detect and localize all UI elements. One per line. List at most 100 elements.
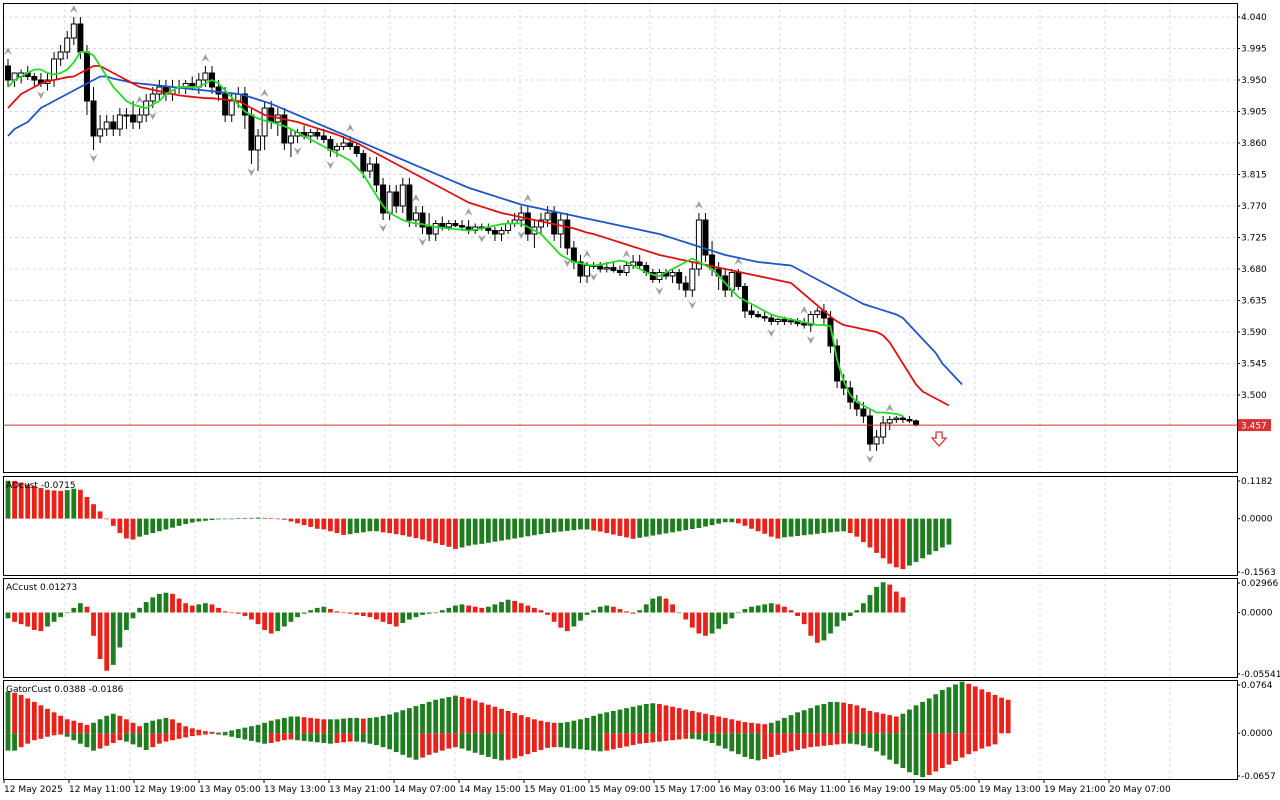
candle bbox=[669, 272, 676, 277]
gator-upper-bar bbox=[413, 706, 419, 734]
ao-bar bbox=[735, 518, 741, 524]
gator-lower-bar bbox=[406, 733, 412, 758]
ac-bar bbox=[64, 612, 70, 614]
gator-upper-bar bbox=[406, 708, 412, 734]
fractal-up-icon bbox=[411, 194, 420, 202]
ao-tick-label: 0.1182 bbox=[1241, 477, 1273, 487]
gator-lower-bar bbox=[84, 733, 90, 748]
ao-bar bbox=[808, 518, 814, 535]
candles[interactable] bbox=[5, 17, 920, 451]
ao-bar bbox=[834, 518, 840, 532]
ao-bar bbox=[374, 518, 379, 532]
ao-bar bbox=[703, 518, 708, 527]
ao-bar bbox=[5, 480, 11, 519]
candle bbox=[353, 146, 360, 154]
ac-bar bbox=[716, 612, 722, 629]
gator-lower-bar bbox=[472, 733, 478, 753]
gator-lower-bar bbox=[400, 733, 406, 755]
ac-bar bbox=[492, 604, 498, 613]
gator-lower-bar bbox=[551, 733, 557, 748]
ac-bar bbox=[433, 612, 439, 614]
gator-panel[interactable] bbox=[5, 681, 1011, 778]
ao-bar bbox=[130, 518, 136, 540]
ao-bar bbox=[887, 518, 893, 564]
ao-bar bbox=[946, 518, 952, 545]
ac-bar bbox=[275, 612, 281, 632]
gator-upper-bar bbox=[97, 719, 103, 734]
gator-upper-bar bbox=[104, 715, 110, 734]
ao-bar bbox=[301, 518, 307, 526]
ac-bar bbox=[578, 612, 583, 621]
gator-lower-bar bbox=[518, 733, 524, 757]
gator-lower-bar bbox=[64, 733, 70, 737]
ao-bar bbox=[716, 518, 722, 524]
ao-bar bbox=[77, 489, 83, 519]
price-tag-label: 3.457 bbox=[1241, 422, 1267, 432]
fractal-down-icon bbox=[688, 301, 697, 309]
candle bbox=[268, 107, 275, 123]
gator-upper-bar bbox=[341, 718, 346, 734]
fractal-down-icon bbox=[36, 91, 45, 99]
ao-tick-label: 0.0000 bbox=[1241, 515, 1273, 525]
gator-upper-bar bbox=[347, 717, 353, 734]
ac-bar bbox=[551, 612, 557, 622]
ao-bar bbox=[545, 518, 550, 534]
sell-arrow-icon bbox=[930, 431, 948, 447]
gator-upper-bar bbox=[551, 722, 557, 734]
ac-bar bbox=[512, 600, 518, 613]
gator-lower-bar bbox=[45, 733, 50, 737]
ac-bar bbox=[604, 605, 610, 613]
candle bbox=[807, 314, 814, 326]
ao-bar bbox=[538, 518, 544, 535]
price-tick-label: 3.815 bbox=[1241, 171, 1267, 181]
ac-bar bbox=[84, 606, 90, 613]
price-tick-label: 3.500 bbox=[1241, 391, 1267, 401]
gator-lower-bar bbox=[775, 733, 781, 755]
ac-bar bbox=[354, 612, 360, 615]
ac-panel[interactable] bbox=[5, 582, 906, 671]
ac-bar bbox=[413, 612, 419, 618]
ao-bar bbox=[485, 518, 491, 543]
ao-panel[interactable] bbox=[5, 480, 952, 570]
ac-bar bbox=[847, 612, 853, 617]
gator-lower-bar bbox=[492, 733, 498, 760]
gator-lower-bar bbox=[939, 733, 945, 769]
gator-lower-bar bbox=[189, 733, 195, 737]
gator-upper-bar bbox=[492, 706, 498, 734]
candle bbox=[255, 135, 262, 151]
ao-bar bbox=[360, 518, 366, 533]
gator-lower-bar bbox=[742, 733, 748, 757]
ao-bar bbox=[926, 518, 932, 555]
ao-bar bbox=[104, 518, 110, 520]
gator-lower-bar bbox=[735, 733, 741, 755]
fractal-up-icon bbox=[464, 208, 473, 216]
ac-bar bbox=[466, 605, 471, 613]
ac-tick-label: 0.02966 bbox=[1241, 579, 1278, 589]
gator-lower-bar bbox=[275, 733, 281, 742]
ao-bar bbox=[137, 518, 142, 537]
gator-lower-bar bbox=[907, 733, 912, 773]
gator-lower-bar bbox=[387, 733, 393, 750]
gator-lower-bar bbox=[762, 733, 768, 760]
gator-upper-bar bbox=[255, 724, 261, 734]
ao-bar bbox=[558, 518, 564, 532]
gator-lower-bar bbox=[137, 733, 142, 748]
ac-bar bbox=[209, 604, 215, 613]
ac-bar bbox=[532, 607, 537, 613]
gator-lower-bar bbox=[643, 733, 649, 743]
ac-bar bbox=[571, 612, 577, 627]
gator-lower-bar bbox=[604, 733, 610, 751]
ao-bar bbox=[387, 518, 393, 534]
ac-bar bbox=[71, 607, 77, 613]
price-panel[interactable]: 3.457 bbox=[3, 5, 1271, 463]
ac-bar bbox=[650, 598, 656, 613]
ac-bar bbox=[301, 612, 307, 614]
gator-lower-bar bbox=[946, 733, 952, 765]
gator-upper-bar bbox=[564, 722, 570, 734]
candle bbox=[406, 184, 413, 221]
gator-upper-bar bbox=[709, 715, 715, 734]
ao-bar bbox=[564, 518, 570, 531]
ac-bar bbox=[229, 612, 235, 614]
gator-upper-bar bbox=[926, 698, 932, 734]
